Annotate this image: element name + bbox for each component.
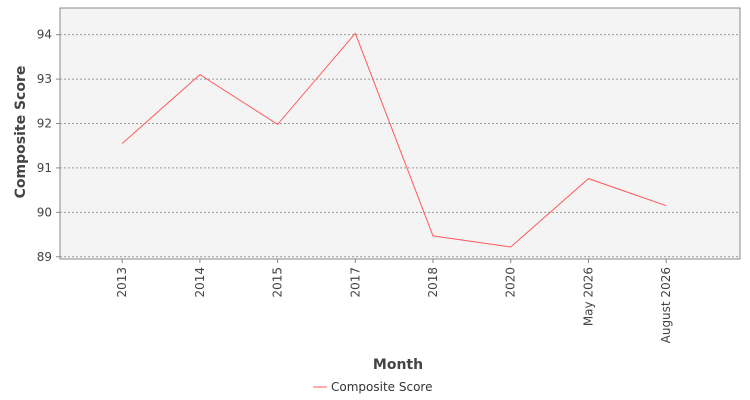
x-tick-label: 2015 <box>271 267 285 298</box>
x-axis-ticks: 2013 2014 2015 2017 2018 2020 May 2026 August 2… <box>115 259 673 343</box>
y-tick-label: 90 <box>37 205 52 219</box>
y-tick-label: 92 <box>37 117 52 131</box>
plot-area <box>59 7 741 260</box>
x-tick-label: May 2026 <box>581 267 595 326</box>
y-axis-ticks: 89 90 91 92 93 94 <box>37 28 740 264</box>
y-tick-label: 93 <box>37 72 52 86</box>
x-tick-label: 2013 <box>115 267 129 298</box>
legend: Composite Score <box>313 380 432 394</box>
legend-label-composite-score: Composite Score <box>331 380 432 394</box>
x-tick-label: 2017 <box>348 267 362 298</box>
series-layer <box>121 32 667 248</box>
x-tick-label: 2020 <box>504 267 518 298</box>
y-tick-label: 91 <box>37 161 52 175</box>
series-line-composite-score <box>121 32 667 248</box>
y-tick-label: 89 <box>37 250 52 264</box>
x-tick-label: 2018 <box>426 267 440 298</box>
y-tick-label: 94 <box>37 28 52 42</box>
x-tick-label: 2014 <box>193 267 207 298</box>
plot-background <box>59 7 741 260</box>
x-tick-label: August 2026 <box>659 267 673 343</box>
y-axis-title: Composite Score <box>13 66 29 199</box>
x-axis-title: Month <box>373 357 423 373</box>
